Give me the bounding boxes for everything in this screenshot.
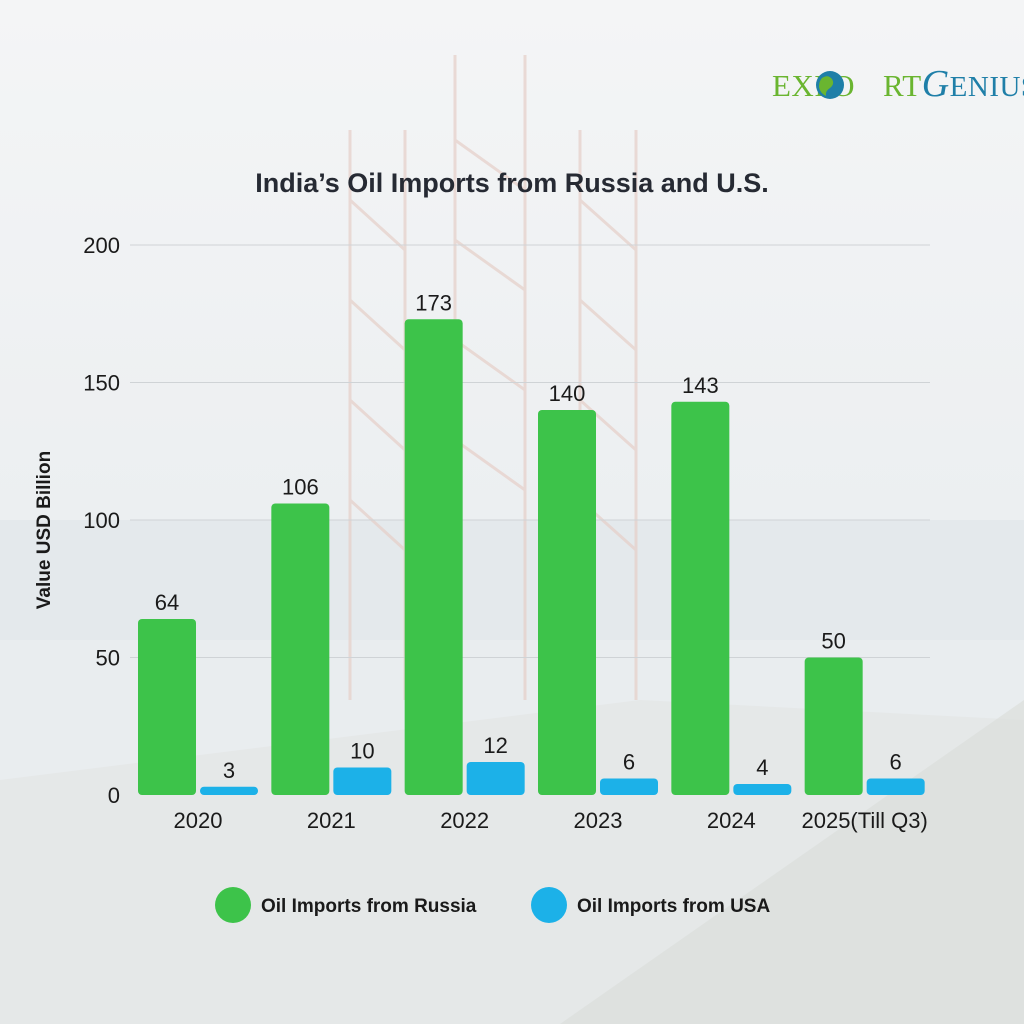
value-label-usa-1: 10 bbox=[350, 739, 374, 764]
svg-text:EXPORTGENIUS: EXPORTGENIUS bbox=[772, 63, 1024, 105]
bar-russia-5 bbox=[804, 657, 863, 795]
legend-label-russia: Oil Imports from Russia bbox=[261, 896, 477, 917]
x-tick-label-0: 2020 bbox=[174, 808, 223, 833]
x-tick-label-2: 2022 bbox=[440, 808, 489, 833]
bar-usa-2 bbox=[466, 762, 525, 795]
logo-text-g: G bbox=[922, 63, 950, 105]
x-tick-label-1: 2021 bbox=[307, 808, 356, 833]
legend-swatch-usa bbox=[531, 887, 567, 923]
bar-usa-4 bbox=[733, 784, 792, 795]
bar-russia-4 bbox=[671, 401, 730, 795]
value-labels: 64 3 106 10 173 12 140 6 143 4 50 6 bbox=[155, 290, 902, 783]
bar-russia-0 bbox=[138, 619, 196, 795]
brand-logo: EXPORTGENIUS bbox=[772, 63, 1024, 105]
logo-text-rt: RT bbox=[883, 68, 922, 103]
y-tick-label-150: 150 bbox=[83, 371, 120, 396]
y-axis-label: Value USD Billion bbox=[34, 451, 55, 609]
legend-swatch-russia bbox=[215, 887, 251, 923]
gridlines bbox=[130, 244, 930, 658]
globe-icon bbox=[816, 71, 844, 99]
value-label-usa-2: 12 bbox=[483, 733, 507, 758]
value-label-usa-0: 3 bbox=[223, 758, 235, 783]
bar-russia-3 bbox=[538, 410, 596, 795]
y-tick-label-100: 100 bbox=[83, 508, 120, 533]
bar-usa-1 bbox=[333, 767, 392, 795]
legend: Oil Imports from Russia Oil Imports from… bbox=[215, 887, 770, 923]
value-label-russia-0: 64 bbox=[155, 590, 179, 615]
legend-item-russia: Oil Imports from Russia bbox=[215, 887, 477, 923]
y-tick-label-200: 200 bbox=[83, 233, 120, 258]
legend-label-usa: Oil Imports from USA bbox=[577, 896, 770, 917]
x-tick-label-3: 2023 bbox=[574, 808, 623, 833]
bar-russia-2 bbox=[404, 319, 463, 795]
bar-usa-0 bbox=[200, 786, 258, 795]
logo-text-enius: ENIUS bbox=[950, 71, 1024, 103]
bar-usa-3 bbox=[600, 778, 658, 795]
y-tick-label-50: 50 bbox=[96, 646, 120, 671]
x-tick-label-4: 2024 bbox=[707, 808, 756, 833]
bars bbox=[138, 319, 925, 795]
bar-russia-1 bbox=[271, 503, 330, 795]
bar-usa-5 bbox=[866, 778, 925, 795]
value-label-russia-4: 143 bbox=[682, 373, 719, 398]
x-axis-ticks: 2020 2021 2022 2023 2024 2025(Till Q3) bbox=[174, 808, 928, 833]
value-label-russia-1: 106 bbox=[282, 475, 319, 500]
value-label-usa-3: 6 bbox=[623, 750, 635, 775]
value-label-russia-5: 50 bbox=[821, 629, 845, 654]
legend-item-usa: Oil Imports from USA bbox=[531, 887, 770, 923]
value-label-russia-2: 173 bbox=[415, 290, 452, 315]
value-label-usa-4: 4 bbox=[756, 755, 768, 780]
y-axis-ticks: 0 50 100 150 200 bbox=[83, 233, 120, 808]
chart-title: India’s Oil Imports from Russia and U.S. bbox=[255, 168, 769, 198]
value-label-russia-3: 140 bbox=[549, 381, 586, 406]
y-tick-label-0: 0 bbox=[108, 783, 120, 808]
value-label-usa-5: 6 bbox=[890, 750, 902, 775]
x-tick-label-5: 2025(Till Q3) bbox=[801, 808, 927, 833]
